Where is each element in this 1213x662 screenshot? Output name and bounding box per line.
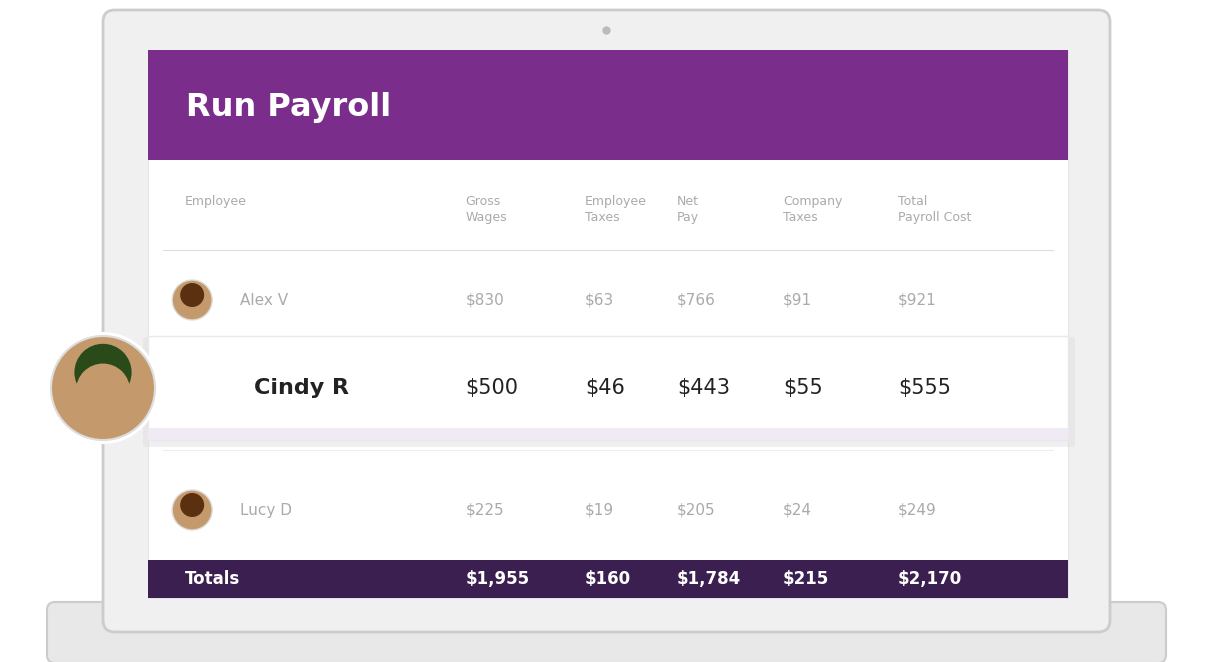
Text: Total
Payroll Cost: Total Payroll Cost	[898, 195, 972, 224]
FancyBboxPatch shape	[143, 337, 1075, 447]
Text: $830: $830	[466, 293, 505, 308]
FancyBboxPatch shape	[148, 336, 1067, 440]
Text: $205: $205	[677, 502, 716, 518]
Circle shape	[172, 490, 212, 530]
Text: $1,955: $1,955	[466, 570, 530, 588]
Text: Net
Pay: Net Pay	[677, 195, 699, 224]
Text: Run Payroll: Run Payroll	[186, 92, 392, 122]
FancyBboxPatch shape	[148, 560, 1067, 598]
Text: Employee
Taxes: Employee Taxes	[585, 195, 647, 224]
Text: $443: $443	[677, 378, 730, 398]
Text: $160: $160	[585, 570, 631, 588]
Circle shape	[47, 332, 159, 444]
Text: Lucy D: Lucy D	[240, 502, 292, 518]
Circle shape	[181, 283, 204, 307]
Text: $91: $91	[782, 293, 811, 308]
Text: $921: $921	[898, 293, 936, 308]
Text: $63: $63	[585, 293, 614, 308]
Text: Company
Taxes: Company Taxes	[782, 195, 842, 224]
Text: $46: $46	[585, 378, 625, 398]
Text: $249: $249	[898, 502, 936, 518]
Circle shape	[74, 344, 131, 401]
Text: $24: $24	[782, 502, 811, 518]
Circle shape	[181, 493, 204, 517]
FancyBboxPatch shape	[148, 428, 1067, 440]
Text: $500: $500	[466, 378, 518, 398]
FancyBboxPatch shape	[148, 50, 1067, 598]
Text: $55: $55	[782, 378, 822, 398]
Text: Totals: Totals	[184, 570, 240, 588]
Text: $225: $225	[466, 502, 505, 518]
Text: Alex V: Alex V	[240, 293, 289, 308]
Text: Cindy R: Cindy R	[254, 378, 349, 398]
Circle shape	[76, 363, 130, 418]
Text: $555: $555	[898, 378, 951, 398]
Text: Gross
Wages: Gross Wages	[466, 195, 507, 224]
Text: Employee: Employee	[184, 195, 246, 208]
Text: $2,170: $2,170	[898, 570, 962, 588]
FancyBboxPatch shape	[103, 10, 1110, 632]
Circle shape	[172, 280, 212, 320]
Text: $215: $215	[782, 570, 828, 588]
FancyBboxPatch shape	[47, 602, 1166, 662]
Circle shape	[51, 336, 155, 440]
Text: $766: $766	[677, 293, 716, 308]
FancyBboxPatch shape	[148, 50, 1067, 160]
Text: $1,784: $1,784	[677, 570, 741, 588]
Text: $19: $19	[585, 502, 614, 518]
